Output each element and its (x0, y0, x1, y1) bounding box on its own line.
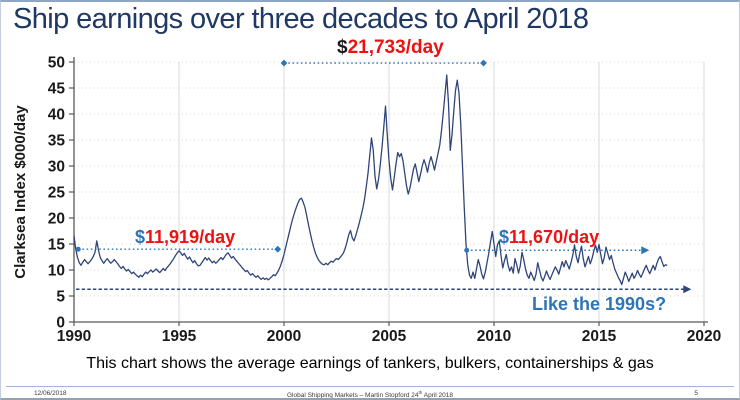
y-tick-label: 35 (48, 133, 66, 150)
annotation-avg-2000s: $21,733/day (337, 38, 444, 58)
slide-footer: 12/06/2018 Global Shipping Markets – Mar… (6, 386, 734, 400)
clarksea-index-line (73, 74, 668, 286)
y-tick-label: 5 (56, 289, 65, 306)
y-tick-label: 25 (48, 185, 66, 202)
y-tick-label: 0 (56, 315, 65, 332)
y-tick-label: 30 (48, 159, 65, 176)
footer-credit: Global Shipping Markets – Martin Stopfor… (287, 390, 453, 400)
chart-caption: This chart shows the average earnings of… (86, 355, 654, 372)
x-tick-label: 1995 (162, 328, 197, 345)
annotation-amount: 11,670/day (509, 227, 600, 247)
x-tick-label: 2015 (582, 328, 617, 345)
currency-symbol: $ (499, 227, 510, 247)
y-tick-label: 10 (48, 263, 65, 280)
y-tick-label: 20 (48, 211, 65, 228)
currency-symbol: $ (337, 37, 348, 58)
page-title: Ship earnings over three decades to Apri… (13, 3, 589, 35)
x-tick-label: 1990 (57, 328, 91, 345)
x-tick-label: 2020 (687, 328, 721, 345)
annotation-amount: 21,733/day (347, 37, 444, 58)
y-tick-label: 15 (48, 237, 66, 254)
y-tick-label: 40 (48, 107, 65, 124)
y-tick-label: 45 (48, 81, 66, 98)
currency-symbol: $ (135, 227, 146, 247)
annotation-amount: 11,919/day (145, 227, 236, 247)
x-tick-label: 2000 (267, 328, 301, 345)
y-axis-title: Clarksea Index $000/day (12, 105, 29, 279)
y-tick-label: 50 (48, 55, 65, 72)
x-tick-label: 2010 (477, 328, 511, 345)
x-tick-label: 2005 (372, 328, 407, 345)
annotation-avg-2010s: $11,670/day (499, 228, 599, 247)
footer-date: 12/06/2018 (34, 390, 67, 397)
annotation-avg-1990s: $11,919/day (135, 228, 235, 247)
annotation-like-1990s: Like the 1990s? (532, 294, 667, 314)
footer-page-number: 5 (694, 390, 698, 397)
